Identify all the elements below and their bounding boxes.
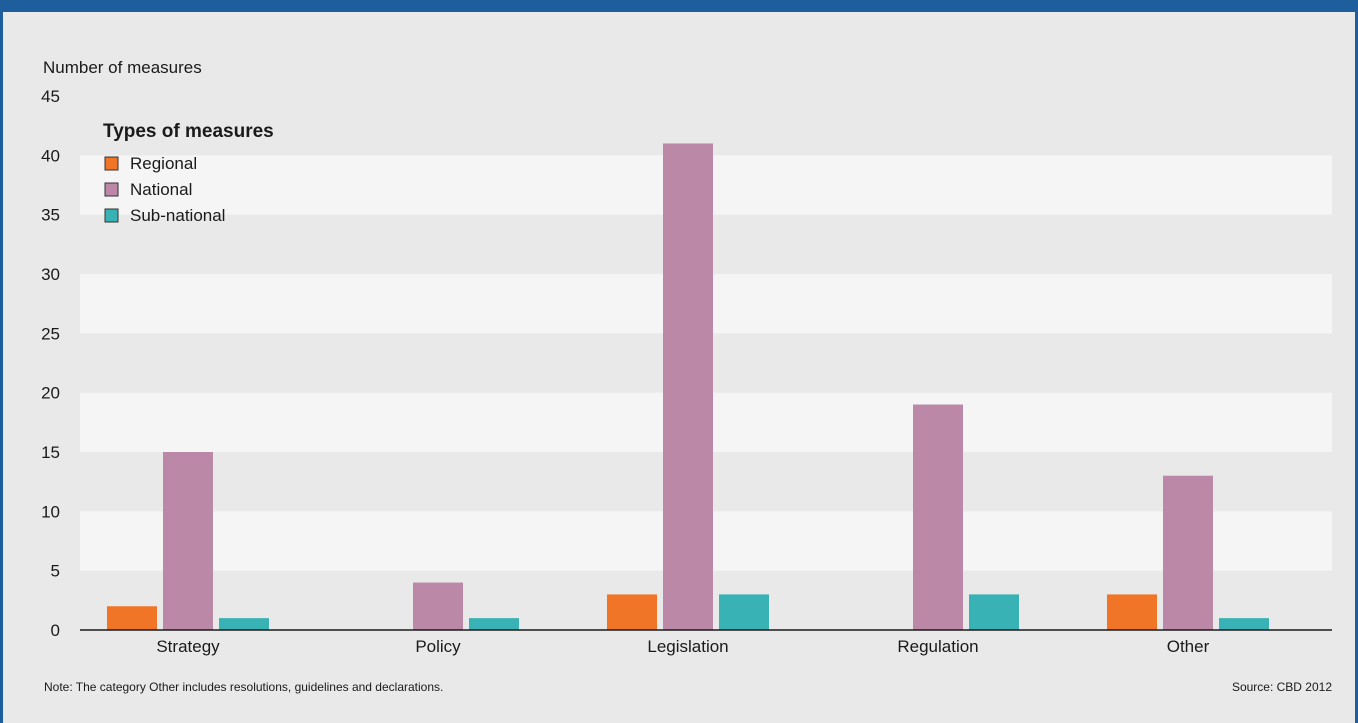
bar-regional-legislation: [607, 594, 657, 630]
bar-regional-other: [1107, 594, 1157, 630]
bar-national-other: [1163, 475, 1213, 630]
y-tick-label: 0: [51, 621, 60, 640]
y-tick-label: 15: [41, 443, 60, 462]
legend-swatch-sub-national: [104, 208, 119, 223]
y-tick-label: 25: [41, 324, 60, 343]
legend-label: National: [130, 180, 192, 199]
bar-national-policy: [413, 582, 463, 630]
y-tick-label: 20: [41, 384, 60, 403]
x-category-label: Other: [1167, 637, 1210, 656]
bar-sub-national-regulation: [969, 594, 1019, 630]
x-category-label: Strategy: [156, 637, 220, 656]
y-tick-label: 45: [41, 87, 60, 106]
y-tick-labels: 0 5 10 15 20 25 30 35 40 45: [41, 87, 60, 640]
legend-label: Sub-national: [130, 206, 225, 225]
legend-swatch-regional: [104, 156, 119, 171]
bar-regional-strategy: [107, 606, 157, 630]
bar-sub-national-other: [1219, 618, 1269, 630]
y-tick-label: 40: [41, 146, 60, 165]
bars: [107, 143, 1269, 630]
y-tick-label: 35: [41, 206, 60, 225]
legend: Types of measures Regional National Sub-na…: [103, 121, 274, 225]
bar-sub-national-policy: [469, 618, 519, 630]
bar-national-regulation: [913, 404, 963, 630]
x-category-labels: Strategy Policy Legislation Regulation Other: [156, 637, 1209, 656]
y-tick-label: 10: [41, 502, 60, 521]
x-category-label: Policy: [415, 637, 461, 656]
bar-national-legislation: [663, 143, 713, 630]
x-category-label: Regulation: [897, 637, 978, 656]
bar-national-strategy: [163, 452, 213, 630]
legend-swatch-national: [104, 182, 119, 197]
bar-sub-national-legislation: [719, 594, 769, 630]
legend-title: Types of measures: [103, 121, 274, 142]
y-tick-label: 5: [51, 562, 60, 581]
y-tick-label: 30: [41, 265, 60, 284]
x-category-label: Legislation: [647, 637, 728, 656]
legend-label: Regional: [130, 154, 197, 173]
source-text: Source: CBD 2012: [1232, 680, 1332, 694]
bar-sub-national-strategy: [219, 618, 269, 630]
y-axis-label: Number of measures: [43, 58, 202, 77]
footnote-text: Note: The category Other includes resolu…: [44, 680, 443, 694]
